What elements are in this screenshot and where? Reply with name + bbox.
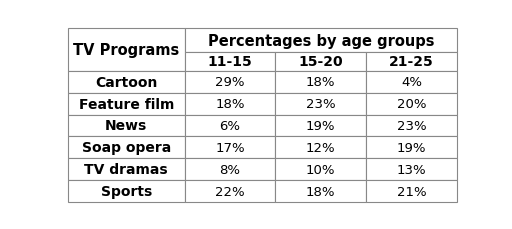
Text: 19%: 19% [306, 120, 335, 132]
Bar [68, 29, 185, 71]
Text: 18%: 18% [306, 185, 335, 198]
Text: TV Programs: TV Programs [73, 43, 179, 58]
Bar [68, 158, 185, 180]
Bar [275, 52, 366, 71]
Bar [68, 180, 185, 202]
Bar [185, 115, 275, 137]
Text: 29%: 29% [216, 76, 245, 89]
Text: 20%: 20% [397, 98, 426, 111]
Text: 18%: 18% [216, 98, 245, 111]
Bar [275, 71, 366, 93]
Bar [68, 93, 185, 115]
Text: Feature film: Feature film [79, 97, 174, 111]
Bar [68, 71, 185, 93]
Bar [366, 137, 457, 158]
Text: Percentages by age groups: Percentages by age groups [207, 33, 434, 48]
Bar [366, 93, 457, 115]
Text: 21%: 21% [397, 185, 426, 198]
Text: TV dramas: TV dramas [84, 162, 168, 176]
Text: 13%: 13% [397, 163, 426, 176]
Bar [366, 158, 457, 180]
Text: Cartoon: Cartoon [95, 75, 158, 89]
Text: 6%: 6% [220, 120, 241, 132]
Bar [185, 52, 275, 71]
Bar [185, 180, 275, 202]
Bar [185, 158, 275, 180]
Text: 19%: 19% [397, 141, 426, 154]
Bar [366, 115, 457, 137]
Text: 10%: 10% [306, 163, 335, 176]
Text: 21-25: 21-25 [389, 55, 434, 69]
Text: 18%: 18% [306, 76, 335, 89]
Bar [275, 158, 366, 180]
Text: Sports: Sports [101, 184, 152, 198]
Text: 12%: 12% [306, 141, 336, 154]
Text: 8%: 8% [220, 163, 241, 176]
Bar [275, 93, 366, 115]
Bar [68, 115, 185, 137]
Bar [185, 71, 275, 93]
Bar [275, 115, 366, 137]
Text: 15-20: 15-20 [298, 55, 343, 69]
Bar [366, 180, 457, 202]
Bar [68, 137, 185, 158]
Bar [185, 93, 275, 115]
Bar [366, 52, 457, 71]
Bar [366, 71, 457, 93]
Text: News: News [105, 119, 147, 133]
Text: 17%: 17% [215, 141, 245, 154]
Text: 23%: 23% [306, 98, 336, 111]
Text: 23%: 23% [397, 120, 426, 132]
Bar [185, 29, 457, 52]
Text: 22%: 22% [215, 185, 245, 198]
Bar [275, 137, 366, 158]
Bar [185, 137, 275, 158]
Bar [275, 180, 366, 202]
Text: 11-15: 11-15 [208, 55, 252, 69]
Text: 4%: 4% [401, 76, 422, 89]
Text: Soap opera: Soap opera [82, 141, 171, 155]
